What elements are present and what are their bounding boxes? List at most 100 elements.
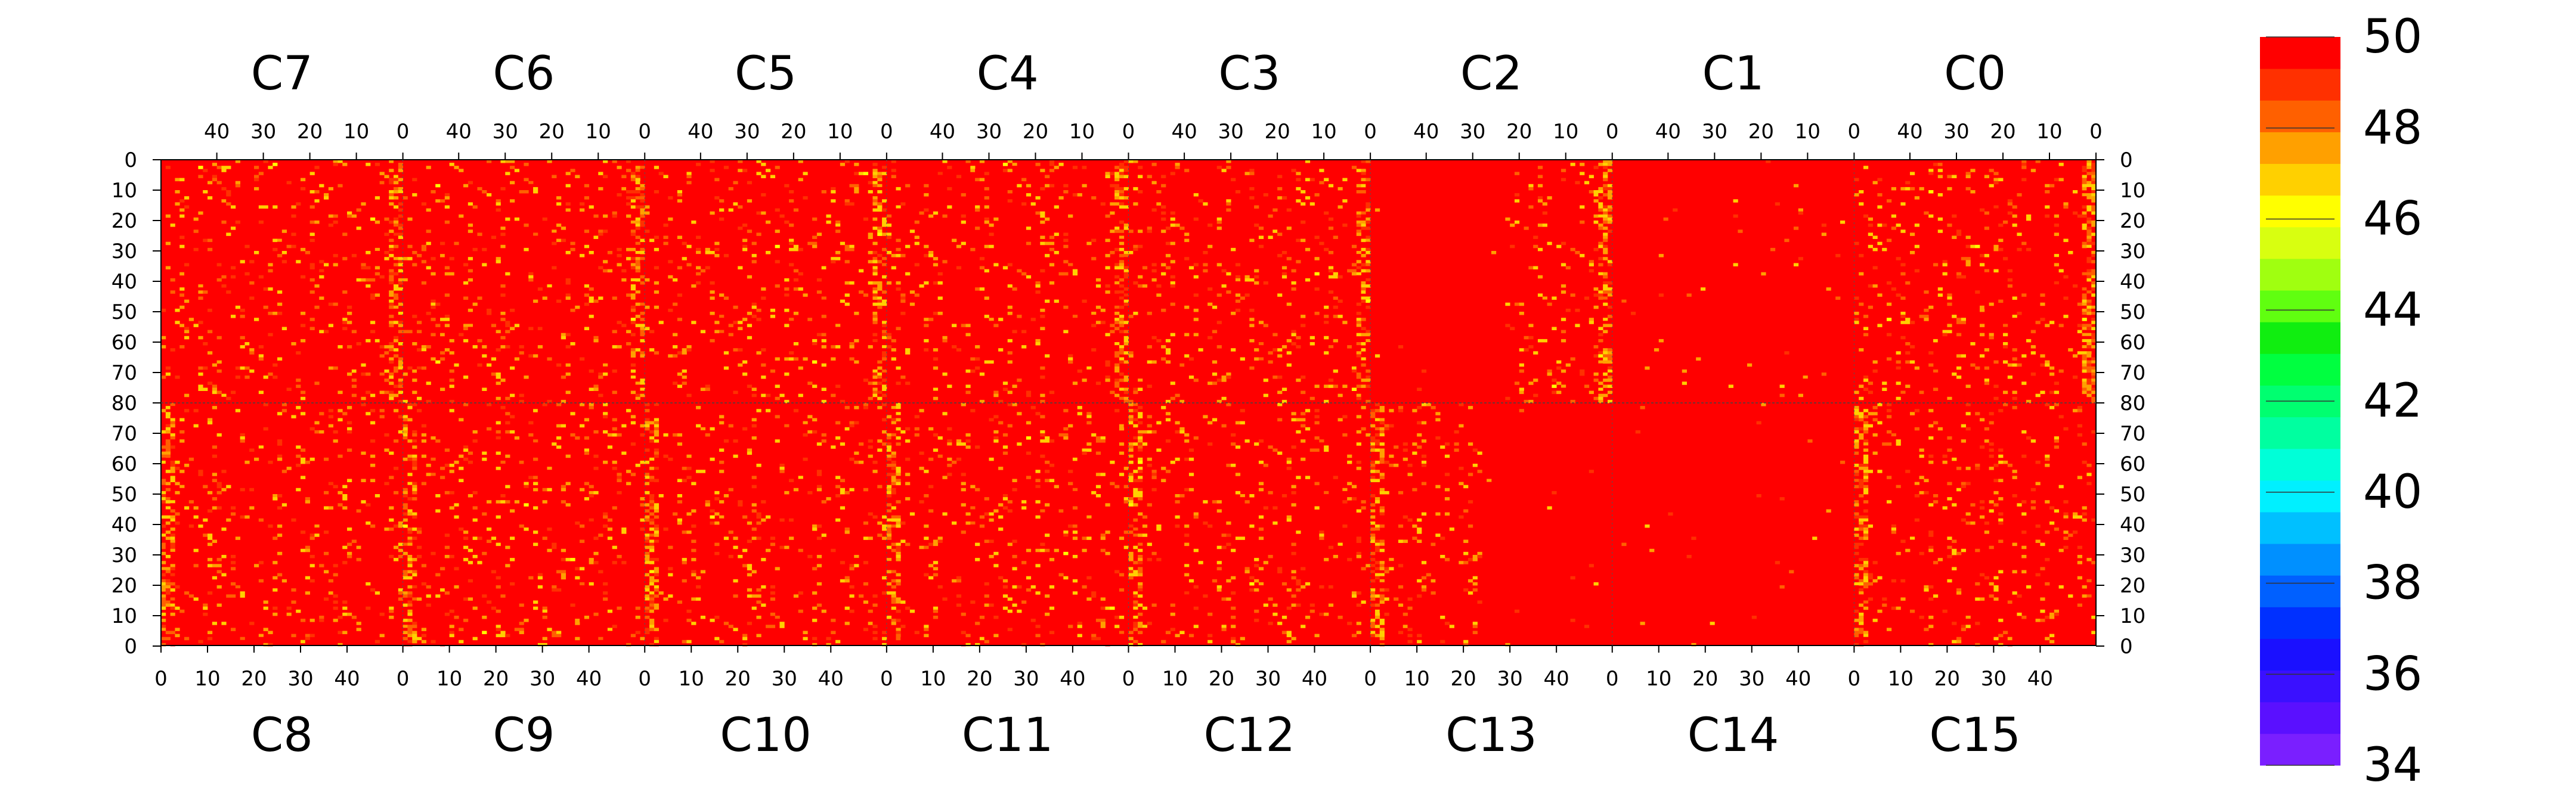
heatmap-cell bbox=[1147, 226, 1152, 230]
heatmap-cell bbox=[924, 281, 929, 285]
heatmap-cell bbox=[1952, 235, 1957, 239]
heatmap-cell bbox=[775, 166, 780, 169]
heatmap-cell bbox=[872, 369, 878, 373]
heatmap-cell bbox=[589, 315, 594, 318]
heatmap-cell bbox=[268, 373, 273, 376]
heatmap-cell bbox=[589, 251, 594, 254]
heatmap-cell bbox=[673, 333, 678, 337]
heatmap-cell bbox=[244, 375, 250, 379]
heatmap-cell bbox=[1208, 308, 1213, 312]
heatmap-cell bbox=[1040, 221, 1045, 224]
heatmap-cell bbox=[356, 336, 361, 340]
heatmap-cell bbox=[1133, 247, 1138, 252]
heatmap-cell bbox=[691, 509, 696, 513]
heatmap-cell bbox=[821, 299, 826, 303]
heatmap-cell bbox=[635, 266, 640, 269]
heatmap-cell bbox=[640, 221, 645, 224]
heatmap-cell bbox=[2086, 244, 2092, 249]
heatmap-cell bbox=[286, 354, 292, 358]
heatmap-cell bbox=[1235, 281, 1241, 285]
heatmap-cell bbox=[467, 202, 473, 206]
heatmap-cell bbox=[584, 229, 590, 233]
heatmap-cell bbox=[407, 512, 413, 516]
heatmap-cell bbox=[1905, 351, 1911, 355]
heatmap-cell bbox=[1291, 269, 1296, 273]
heatmap-cell bbox=[1291, 342, 1296, 346]
heatmap-cell bbox=[2086, 260, 2092, 263]
heatmap-cell bbox=[1891, 251, 1896, 254]
heatmap-cell bbox=[324, 530, 329, 534]
heatmap-cell bbox=[742, 427, 748, 431]
heatmap-cell bbox=[1952, 369, 1957, 373]
heatmap-cell bbox=[1286, 351, 1292, 355]
heatmap-cell bbox=[398, 312, 404, 315]
heatmap-cell bbox=[463, 263, 469, 266]
heatmap-cell bbox=[682, 488, 687, 492]
heatmap-cell bbox=[877, 366, 883, 370]
heatmap-cell bbox=[366, 412, 371, 415]
heatmap-cell bbox=[751, 260, 757, 263]
heatmap-cell bbox=[1305, 278, 1311, 282]
heatmap-cell bbox=[1598, 363, 1603, 367]
heatmap-cell bbox=[872, 172, 878, 175]
heatmap-cell bbox=[1123, 175, 1129, 178]
heatmap-cell bbox=[296, 406, 301, 409]
heatmap-cell bbox=[1924, 211, 1929, 215]
heatmap-cell bbox=[686, 175, 692, 178]
heatmap-cell bbox=[1556, 366, 1562, 370]
heatmap-cell bbox=[305, 500, 311, 504]
heatmap-cell bbox=[188, 500, 194, 504]
heatmap-cell bbox=[467, 302, 473, 306]
heatmap-cell bbox=[1877, 241, 1883, 246]
heatmap-cell bbox=[1979, 354, 1985, 358]
heatmap-cell bbox=[524, 442, 529, 446]
heatmap-cell bbox=[402, 512, 408, 516]
heatmap-cell bbox=[617, 479, 622, 482]
heatmap-cell bbox=[389, 229, 394, 233]
heatmap-cell bbox=[394, 224, 399, 227]
heatmap-cell bbox=[645, 603, 650, 607]
heatmap-cell bbox=[1054, 299, 1059, 303]
heatmap-cell bbox=[524, 485, 529, 489]
heatmap-cell bbox=[872, 390, 878, 395]
heatmap-cell bbox=[333, 214, 338, 218]
heatmap-cell bbox=[1119, 293, 1125, 297]
heatmap-cell bbox=[1580, 373, 1585, 376]
heatmap-cell bbox=[561, 488, 566, 492]
heatmap-cell bbox=[1114, 226, 1120, 230]
heatmap-cell bbox=[537, 634, 543, 638]
heatmap-cell bbox=[301, 339, 306, 343]
heatmap-cell bbox=[933, 312, 939, 315]
heatmap-cell bbox=[2040, 308, 2045, 312]
heatmap-cell bbox=[640, 387, 645, 391]
heatmap-cell bbox=[635, 348, 640, 352]
heatmap-cell bbox=[1272, 208, 1278, 212]
heatmap-cell bbox=[1119, 184, 1125, 188]
heatmap-cell bbox=[928, 251, 934, 254]
heatmap-cell bbox=[384, 585, 389, 589]
heatmap-cell bbox=[1258, 333, 1264, 337]
heatmap-cell bbox=[226, 199, 231, 203]
heatmap-cell bbox=[165, 488, 171, 492]
heatmap-cell bbox=[1366, 305, 1371, 309]
heatmap-cell bbox=[179, 439, 185, 443]
heatmap-cell bbox=[942, 336, 948, 340]
heatmap-cell bbox=[188, 436, 194, 440]
heatmap-cell bbox=[1528, 266, 1534, 269]
heatmap-cell bbox=[2054, 214, 2059, 218]
heatmap-cell bbox=[1040, 315, 1045, 318]
heatmap-cell bbox=[533, 488, 538, 492]
heatmap-cell bbox=[1258, 360, 1264, 364]
heatmap-cell bbox=[374, 266, 380, 269]
heatmap-cell bbox=[1091, 302, 1097, 306]
heatmap-cell bbox=[366, 278, 371, 282]
heatmap-cell bbox=[831, 284, 836, 288]
heatmap-cell bbox=[1002, 266, 1008, 269]
heatmap-cell bbox=[2082, 357, 2087, 361]
heatmap-cell bbox=[952, 324, 957, 327]
heatmap-cell bbox=[1138, 275, 1143, 279]
heatmap-cell bbox=[626, 169, 631, 172]
heatmap-cell bbox=[1151, 336, 1157, 340]
heatmap-cell bbox=[170, 457, 175, 461]
heatmap-cell bbox=[398, 591, 404, 595]
